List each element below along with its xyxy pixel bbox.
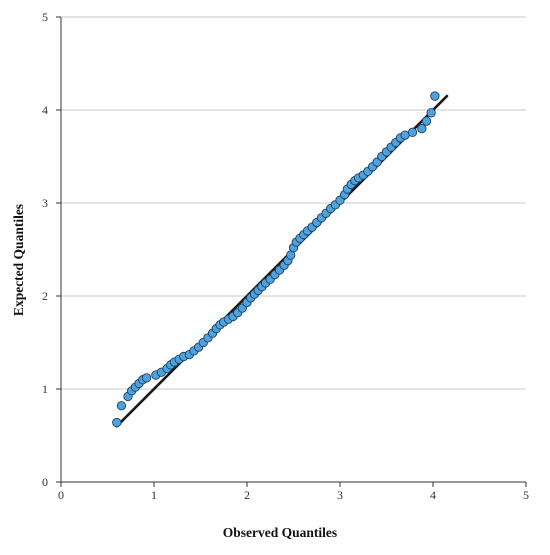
data-point-7 bbox=[141, 373, 152, 383]
x-tick-label-5: 5 bbox=[523, 488, 529, 502]
x-tick-label-1: 1 bbox=[151, 488, 157, 502]
y-tick-label-3: 3 bbox=[42, 196, 48, 210]
data-point-69 bbox=[421, 116, 432, 126]
data-point-0 bbox=[112, 417, 122, 428]
axis-layer bbox=[56, 16, 527, 487]
x-tick-label-3: 3 bbox=[337, 488, 343, 502]
x-tick-label-4: 4 bbox=[430, 488, 436, 502]
y-tick-label-2: 2 bbox=[42, 289, 48, 303]
data-point-67 bbox=[407, 127, 418, 137]
y-tick-label-0: 0 bbox=[42, 475, 48, 489]
data-point-70 bbox=[426, 108, 436, 118]
points-layer bbox=[112, 91, 440, 428]
x-tick-label-0: 0 bbox=[58, 488, 64, 502]
y-axis-title: Expected Quantiles bbox=[11, 204, 26, 316]
data-point-71 bbox=[430, 91, 440, 101]
x-tick-label-2: 2 bbox=[244, 488, 250, 502]
data-point-1 bbox=[116, 401, 127, 411]
x-axis-title: Observed Quantiles bbox=[223, 525, 337, 540]
y-tick-label-1: 1 bbox=[42, 382, 48, 396]
y-tick-label-4: 4 bbox=[42, 103, 48, 117]
y-tick-label-5: 5 bbox=[42, 10, 48, 24]
data-point-68 bbox=[417, 123, 427, 134]
tick-labels: 0 1 2 3 4 5 0 1 2 3 4 5 bbox=[42, 10, 529, 502]
grid-layer bbox=[61, 16, 526, 390]
